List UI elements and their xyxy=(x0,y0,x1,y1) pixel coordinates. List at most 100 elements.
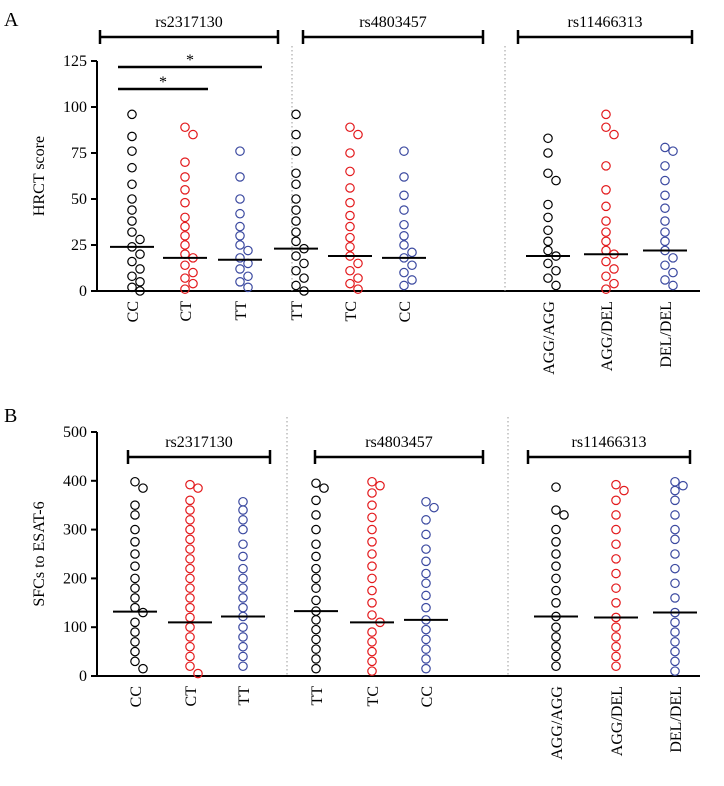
data-point xyxy=(367,597,377,608)
data-point xyxy=(185,622,195,632)
data-point xyxy=(130,593,140,603)
data-point xyxy=(127,146,137,156)
data-point xyxy=(611,651,621,662)
y-tick-label: 400 xyxy=(63,473,87,490)
data-point xyxy=(611,597,621,608)
data-point xyxy=(311,595,321,606)
data-point xyxy=(291,146,301,156)
data-point xyxy=(670,549,680,559)
y-tick-label: 25 xyxy=(71,237,87,254)
data-point xyxy=(188,278,198,289)
data-point xyxy=(670,563,680,574)
data-point xyxy=(130,656,140,667)
data-point xyxy=(611,583,621,593)
data-point xyxy=(185,583,195,593)
x-tick-label: TC xyxy=(343,301,360,321)
data-point xyxy=(601,122,611,133)
data-point xyxy=(235,208,245,219)
data-point xyxy=(660,227,670,237)
data-point xyxy=(551,175,561,186)
data-point xyxy=(611,495,621,506)
data-point xyxy=(235,253,245,263)
data-point xyxy=(311,478,321,489)
data-point xyxy=(127,282,137,293)
data-point xyxy=(127,227,137,237)
data-point xyxy=(311,539,321,550)
y-tick-label: 0 xyxy=(79,283,87,300)
x-tick-label: CC xyxy=(128,686,145,707)
data-point xyxy=(399,205,409,215)
data-point xyxy=(601,161,611,171)
data-point xyxy=(668,267,678,278)
data-point xyxy=(235,172,245,182)
data-point xyxy=(619,485,629,496)
data-point xyxy=(291,168,301,179)
data-point xyxy=(551,280,561,291)
data-point xyxy=(670,627,680,637)
x-tick-label: TT xyxy=(309,686,326,706)
data-point xyxy=(345,197,355,208)
data-point xyxy=(551,632,561,642)
data-point xyxy=(421,515,431,525)
panel-label: B xyxy=(4,405,17,427)
data-point xyxy=(291,280,301,291)
data-point xyxy=(407,247,417,258)
data-point xyxy=(551,265,561,276)
data-point xyxy=(601,227,611,237)
data-point xyxy=(130,500,140,510)
data-point xyxy=(130,617,140,628)
data-point xyxy=(601,216,611,226)
data-point xyxy=(185,495,195,506)
data-point xyxy=(130,583,140,593)
y-tick-label: 100 xyxy=(63,619,87,636)
data-point xyxy=(130,637,140,647)
data-point xyxy=(188,129,198,140)
data-point xyxy=(130,646,140,657)
data-point xyxy=(421,568,431,579)
data-point xyxy=(399,190,409,201)
data-point xyxy=(543,236,553,247)
data-point xyxy=(670,646,680,657)
data-point xyxy=(345,210,355,221)
data-point xyxy=(299,273,309,283)
data-point xyxy=(367,585,377,596)
data-point xyxy=(551,641,561,652)
data-point xyxy=(421,529,431,540)
data-point xyxy=(551,651,561,662)
data-point xyxy=(660,161,670,171)
x-tick-label: DEL/DEL xyxy=(658,301,675,368)
data-point xyxy=(601,271,611,282)
x-tick-label: DEL/DEL xyxy=(668,686,685,753)
group-label: rs4803457 xyxy=(359,14,427,31)
data-point xyxy=(668,253,678,263)
data-point xyxy=(367,656,377,667)
data-point xyxy=(180,172,190,182)
data-point xyxy=(543,199,553,210)
data-point xyxy=(670,666,680,676)
data-point xyxy=(551,661,561,672)
data-point xyxy=(238,583,248,593)
data-point xyxy=(238,539,248,550)
data-point xyxy=(551,561,561,571)
data-point xyxy=(345,166,355,177)
data-point xyxy=(609,264,619,274)
data-point xyxy=(660,216,670,226)
data-point xyxy=(345,278,355,289)
data-point xyxy=(291,216,301,226)
data-point xyxy=(367,512,377,523)
data-point xyxy=(543,225,553,236)
data-point xyxy=(135,264,145,274)
data-point xyxy=(238,632,248,642)
data-point xyxy=(180,197,190,208)
data-point xyxy=(421,556,431,567)
data-point xyxy=(185,593,195,603)
data-point xyxy=(243,271,253,282)
data-point xyxy=(180,284,190,294)
data-point xyxy=(367,573,377,584)
data-point xyxy=(127,256,137,267)
data-point xyxy=(319,483,329,493)
data-point xyxy=(399,146,409,156)
data-point xyxy=(311,654,321,664)
data-point xyxy=(559,510,569,520)
data-point xyxy=(421,654,431,664)
